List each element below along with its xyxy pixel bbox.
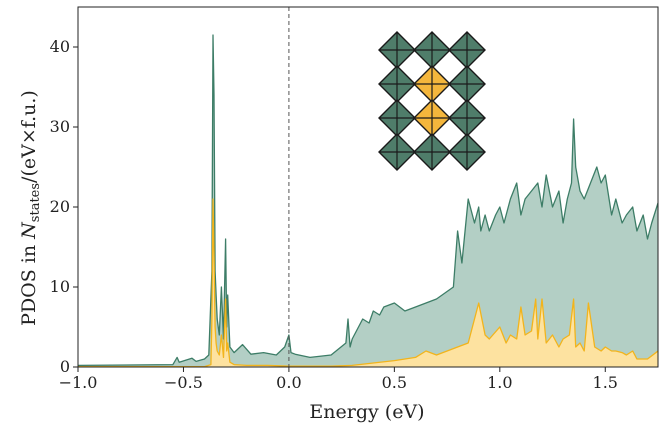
x-axis-label: Energy (eV) xyxy=(309,401,424,423)
plot-frame xyxy=(77,6,659,368)
axes: −1.0 −0.5 0.0 0.5 1.0 1.5 0 10 20 30 40 xyxy=(50,6,659,392)
y-label-suffix: /(eV×f.u.) xyxy=(18,90,40,183)
y-tick-label: 40 xyxy=(50,37,70,56)
octahedron xyxy=(448,31,486,69)
y-axis-label: PDOS in Nstates/(eV×f.u.) xyxy=(18,90,43,326)
octahedron xyxy=(378,31,416,69)
series-fill-total xyxy=(78,35,658,367)
octahedron xyxy=(378,99,416,137)
y-label-symbol: N xyxy=(18,221,40,240)
y-label-subscript: states xyxy=(28,183,43,222)
x-tick-label: 1.5 xyxy=(593,373,618,392)
y-tick-label: 0 xyxy=(60,357,70,376)
plot-area xyxy=(78,7,658,367)
octahedron xyxy=(413,133,451,171)
octahedron xyxy=(448,99,486,137)
x-tick-label: −1.0 xyxy=(59,373,98,392)
octahedra-inset xyxy=(378,31,486,171)
series-line-projected xyxy=(78,198,658,367)
octahedron xyxy=(413,99,451,137)
x-tick-label: −0.5 xyxy=(164,373,203,392)
octahedron xyxy=(378,65,416,103)
octahedron xyxy=(413,65,451,103)
y-tick-label: 30 xyxy=(50,117,70,136)
series-line-total xyxy=(78,34,658,367)
y-label-prefix: PDOS in xyxy=(18,239,40,326)
y-tick-label: 20 xyxy=(50,197,70,216)
octahedron xyxy=(413,31,451,69)
y-tick-label: 10 xyxy=(50,277,70,296)
octahedron xyxy=(378,133,416,171)
x-tick-label: 1.0 xyxy=(487,373,512,392)
octahedron xyxy=(448,133,486,171)
x-tick-label: 0.0 xyxy=(276,373,301,392)
x-tick-label: 0.5 xyxy=(382,373,407,392)
octahedron xyxy=(448,65,486,103)
